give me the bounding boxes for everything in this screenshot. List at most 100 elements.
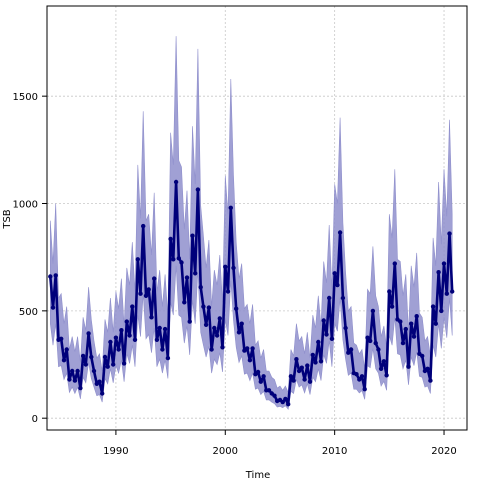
data-point-125 <box>389 304 395 309</box>
data-point-47 <box>176 256 181 261</box>
data-point-68 <box>234 306 239 311</box>
data-point-89 <box>291 378 296 383</box>
data-point-98 <box>316 339 321 345</box>
data-point-32 <box>135 257 140 262</box>
data-point-49 <box>182 300 187 305</box>
x-tick-label-2: 2010 <box>322 446 347 457</box>
data-point-67 <box>231 265 236 271</box>
data-point-100 <box>321 318 326 323</box>
x-tick-label-3: 2020 <box>431 446 456 457</box>
y-tick-label-3: 1500 <box>13 92 38 103</box>
data-point-14 <box>86 331 91 336</box>
data-point-40 <box>157 325 162 331</box>
data-point-110 <box>348 347 354 352</box>
data-point-120 <box>376 347 381 352</box>
data-point-117 <box>368 338 373 344</box>
data-point-4 <box>59 336 64 341</box>
data-point-73 <box>247 358 253 363</box>
data-point-146 <box>447 231 452 236</box>
x-tick-label-0: 1990 <box>103 446 128 457</box>
data-point-96 <box>310 352 315 358</box>
data-point-39 <box>154 337 160 342</box>
data-point-124 <box>387 289 392 294</box>
data-point-77 <box>258 379 263 384</box>
data-point-2 <box>53 273 58 278</box>
data-point-11 <box>78 385 83 391</box>
data-point-57 <box>203 322 209 327</box>
data-point-94 <box>305 363 310 368</box>
data-point-88 <box>288 374 294 379</box>
data-point-22 <box>108 339 113 345</box>
data-point-53 <box>193 271 198 276</box>
data-point-54 <box>195 187 201 192</box>
data-point-97 <box>313 360 318 365</box>
data-point-8 <box>70 368 75 374</box>
data-point-113 <box>357 377 362 382</box>
data-point-132 <box>409 321 414 326</box>
data-point-122 <box>381 359 387 364</box>
y-tick-label-0: 0 <box>32 414 38 425</box>
data-point-29 <box>127 333 132 338</box>
data-point-104 <box>332 271 337 276</box>
data-point-108 <box>343 325 348 331</box>
tsb-points <box>48 179 455 407</box>
data-point-31 <box>132 337 138 342</box>
data-point-69 <box>236 330 242 335</box>
data-point-7 <box>67 377 72 382</box>
data-point-48 <box>179 260 184 265</box>
data-point-52 <box>190 233 195 238</box>
data-point-141 <box>433 321 438 326</box>
data-point-20 <box>102 354 108 360</box>
data-point-86 <box>283 396 288 402</box>
data-point-87 <box>286 402 291 407</box>
data-point-138 <box>425 366 430 371</box>
data-point-35 <box>143 293 149 298</box>
tsb-series-line <box>49 180 454 406</box>
data-point-99 <box>318 359 324 364</box>
data-point-15 <box>89 354 94 360</box>
data-point-142 <box>436 270 441 275</box>
data-point-144 <box>441 261 447 266</box>
data-point-12 <box>80 353 86 359</box>
data-point-107 <box>340 295 346 301</box>
data-point-103 <box>329 336 335 341</box>
data-point-33 <box>138 291 143 296</box>
data-point-44 <box>168 236 173 242</box>
data-point-25 <box>116 347 121 352</box>
data-point-121 <box>378 366 384 371</box>
data-point-92 <box>299 365 304 370</box>
data-point-1 <box>50 305 56 310</box>
data-point-90 <box>294 357 299 362</box>
data-point-55 <box>198 285 203 290</box>
plot-frame <box>46 5 468 431</box>
data-point-56 <box>201 304 206 309</box>
data-point-143 <box>439 308 444 314</box>
data-point-131 <box>406 364 411 369</box>
data-point-147 <box>450 289 455 294</box>
data-point-37 <box>149 315 154 320</box>
data-point-130 <box>403 326 408 332</box>
y-axis-label: TSB <box>2 209 13 229</box>
data-point-50 <box>184 275 190 280</box>
data-point-119 <box>373 340 378 346</box>
data-point-70 <box>239 321 244 326</box>
data-point-0 <box>48 274 53 279</box>
x-tick-label-1: 2000 <box>213 446 238 457</box>
data-point-26 <box>119 328 124 333</box>
data-point-63 <box>220 345 225 350</box>
data-point-42 <box>162 326 168 332</box>
axes: 1990 2000 2010 2020 0 500 1000 1500 <box>13 92 457 457</box>
data-point-38 <box>152 276 157 281</box>
data-point-45 <box>171 257 176 262</box>
data-point-43 <box>165 355 171 361</box>
data-point-80 <box>266 388 272 393</box>
data-point-27 <box>121 361 127 366</box>
data-point-46 <box>173 179 179 185</box>
data-point-41 <box>160 347 165 352</box>
data-point-139 <box>428 378 433 383</box>
data-point-60 <box>212 325 217 331</box>
y-tick-label-1: 500 <box>19 307 38 318</box>
y-tick-label-2: 1000 <box>13 200 38 211</box>
data-point-78 <box>261 374 266 379</box>
